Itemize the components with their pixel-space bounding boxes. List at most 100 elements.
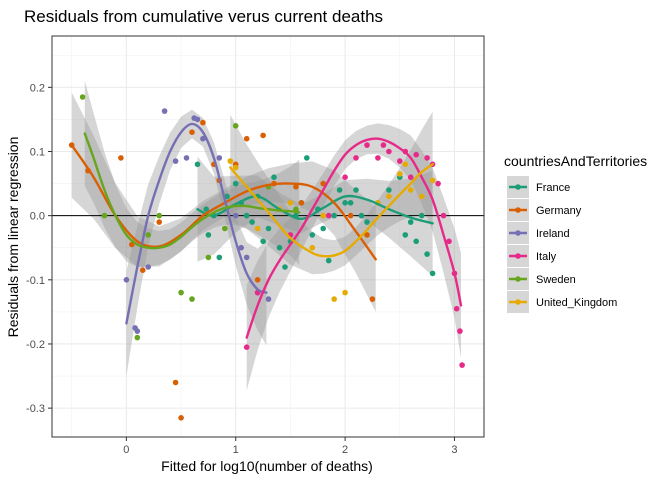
data-point — [265, 296, 272, 302]
data-point — [156, 219, 162, 225]
x-tick-label: 3 — [451, 444, 457, 456]
panel-border — [51, 35, 485, 438]
data-point — [380, 142, 387, 148]
data-point — [369, 296, 376, 302]
data-point — [386, 187, 392, 193]
data-point — [407, 174, 414, 180]
data-point — [189, 129, 195, 135]
y-tick-label: -0.3 — [26, 403, 45, 415]
data-point — [118, 155, 124, 161]
data-point — [79, 94, 86, 100]
data-point — [232, 180, 239, 187]
data-point — [203, 206, 209, 212]
data-point — [134, 334, 141, 341]
data-point — [101, 212, 108, 219]
data-point — [161, 108, 168, 114]
data-point — [418, 212, 425, 219]
data-point — [172, 158, 179, 164]
y-tick-label: 0.2 — [30, 82, 45, 94]
data-point — [424, 251, 430, 257]
data-point — [205, 232, 212, 238]
data-point — [457, 328, 463, 334]
data-point — [222, 225, 228, 232]
data-point — [364, 142, 370, 148]
data-point — [331, 212, 338, 219]
data-point — [183, 155, 190, 161]
data-point — [243, 344, 250, 351]
data-point — [189, 296, 195, 302]
data-point — [145, 264, 151, 270]
data-point — [123, 277, 130, 283]
data-point — [347, 200, 354, 206]
data-point — [249, 219, 255, 225]
data-point — [205, 254, 212, 261]
data-point — [232, 164, 239, 171]
data-point — [156, 212, 162, 219]
data-point — [413, 151, 420, 158]
data-point — [353, 155, 359, 161]
data-point — [358, 212, 365, 219]
data-point — [243, 254, 250, 261]
data-point — [276, 244, 283, 251]
data-point — [325, 257, 332, 264]
data-point — [172, 379, 179, 386]
data-point — [364, 219, 370, 225]
data-point — [397, 171, 403, 177]
x-axis-title: Fitted for log10(number of deaths) — [161, 458, 373, 474]
data-point — [331, 296, 338, 302]
data-point — [386, 193, 392, 200]
data-point — [402, 232, 409, 238]
data-point — [342, 200, 348, 206]
legend-label: Italy — [536, 251, 557, 263]
y-tick-label: 0.1 — [30, 146, 45, 158]
data-point — [353, 187, 359, 193]
data-point — [459, 362, 465, 368]
data-point — [364, 232, 370, 238]
data-point — [293, 184, 299, 190]
legend-label: United_Kingdom — [536, 297, 617, 309]
data-point — [260, 238, 266, 245]
confidence-band — [84, 80, 300, 268]
data-point — [216, 155, 223, 161]
data-point — [178, 289, 184, 296]
legend-label: Sweden — [536, 274, 576, 286]
x-tick-label: 0 — [123, 444, 129, 456]
data-point — [200, 135, 206, 142]
data-point — [243, 212, 250, 219]
data-point — [309, 244, 316, 251]
y-axis-title: Residuals from linear regression — [5, 137, 21, 338]
x-tick-label: 2 — [342, 444, 348, 456]
data-point — [446, 238, 452, 245]
data-point — [254, 225, 261, 232]
confidence-band — [230, 111, 433, 275]
data-point — [134, 328, 141, 334]
plot-panel — [51, 35, 485, 438]
legend-label: France — [536, 182, 570, 194]
data-point — [254, 277, 261, 283]
data-point — [282, 264, 288, 270]
data-point — [336, 187, 343, 193]
series-curve — [245, 137, 463, 339]
y-tick-label: -0.1 — [26, 275, 45, 287]
data-point — [232, 123, 239, 129]
data-point — [287, 200, 294, 206]
data-point — [200, 119, 206, 126]
data-point — [178, 415, 184, 421]
data-point — [194, 116, 201, 123]
data-point — [413, 238, 420, 245]
x-tick-label: 1 — [233, 444, 239, 456]
data-point — [238, 244, 244, 251]
chart-title: Residuals from cumulative verus current … — [24, 7, 383, 26]
data-point — [232, 212, 239, 219]
legend-key-point — [515, 253, 521, 259]
data-point — [429, 177, 436, 184]
data-point — [429, 270, 436, 277]
data-point — [145, 232, 151, 238]
data-point — [140, 267, 146, 274]
data-point — [342, 174, 348, 180]
data-point — [424, 155, 430, 161]
data-point — [304, 155, 310, 161]
legend-key-point — [515, 207, 521, 213]
data-point — [271, 174, 277, 180]
